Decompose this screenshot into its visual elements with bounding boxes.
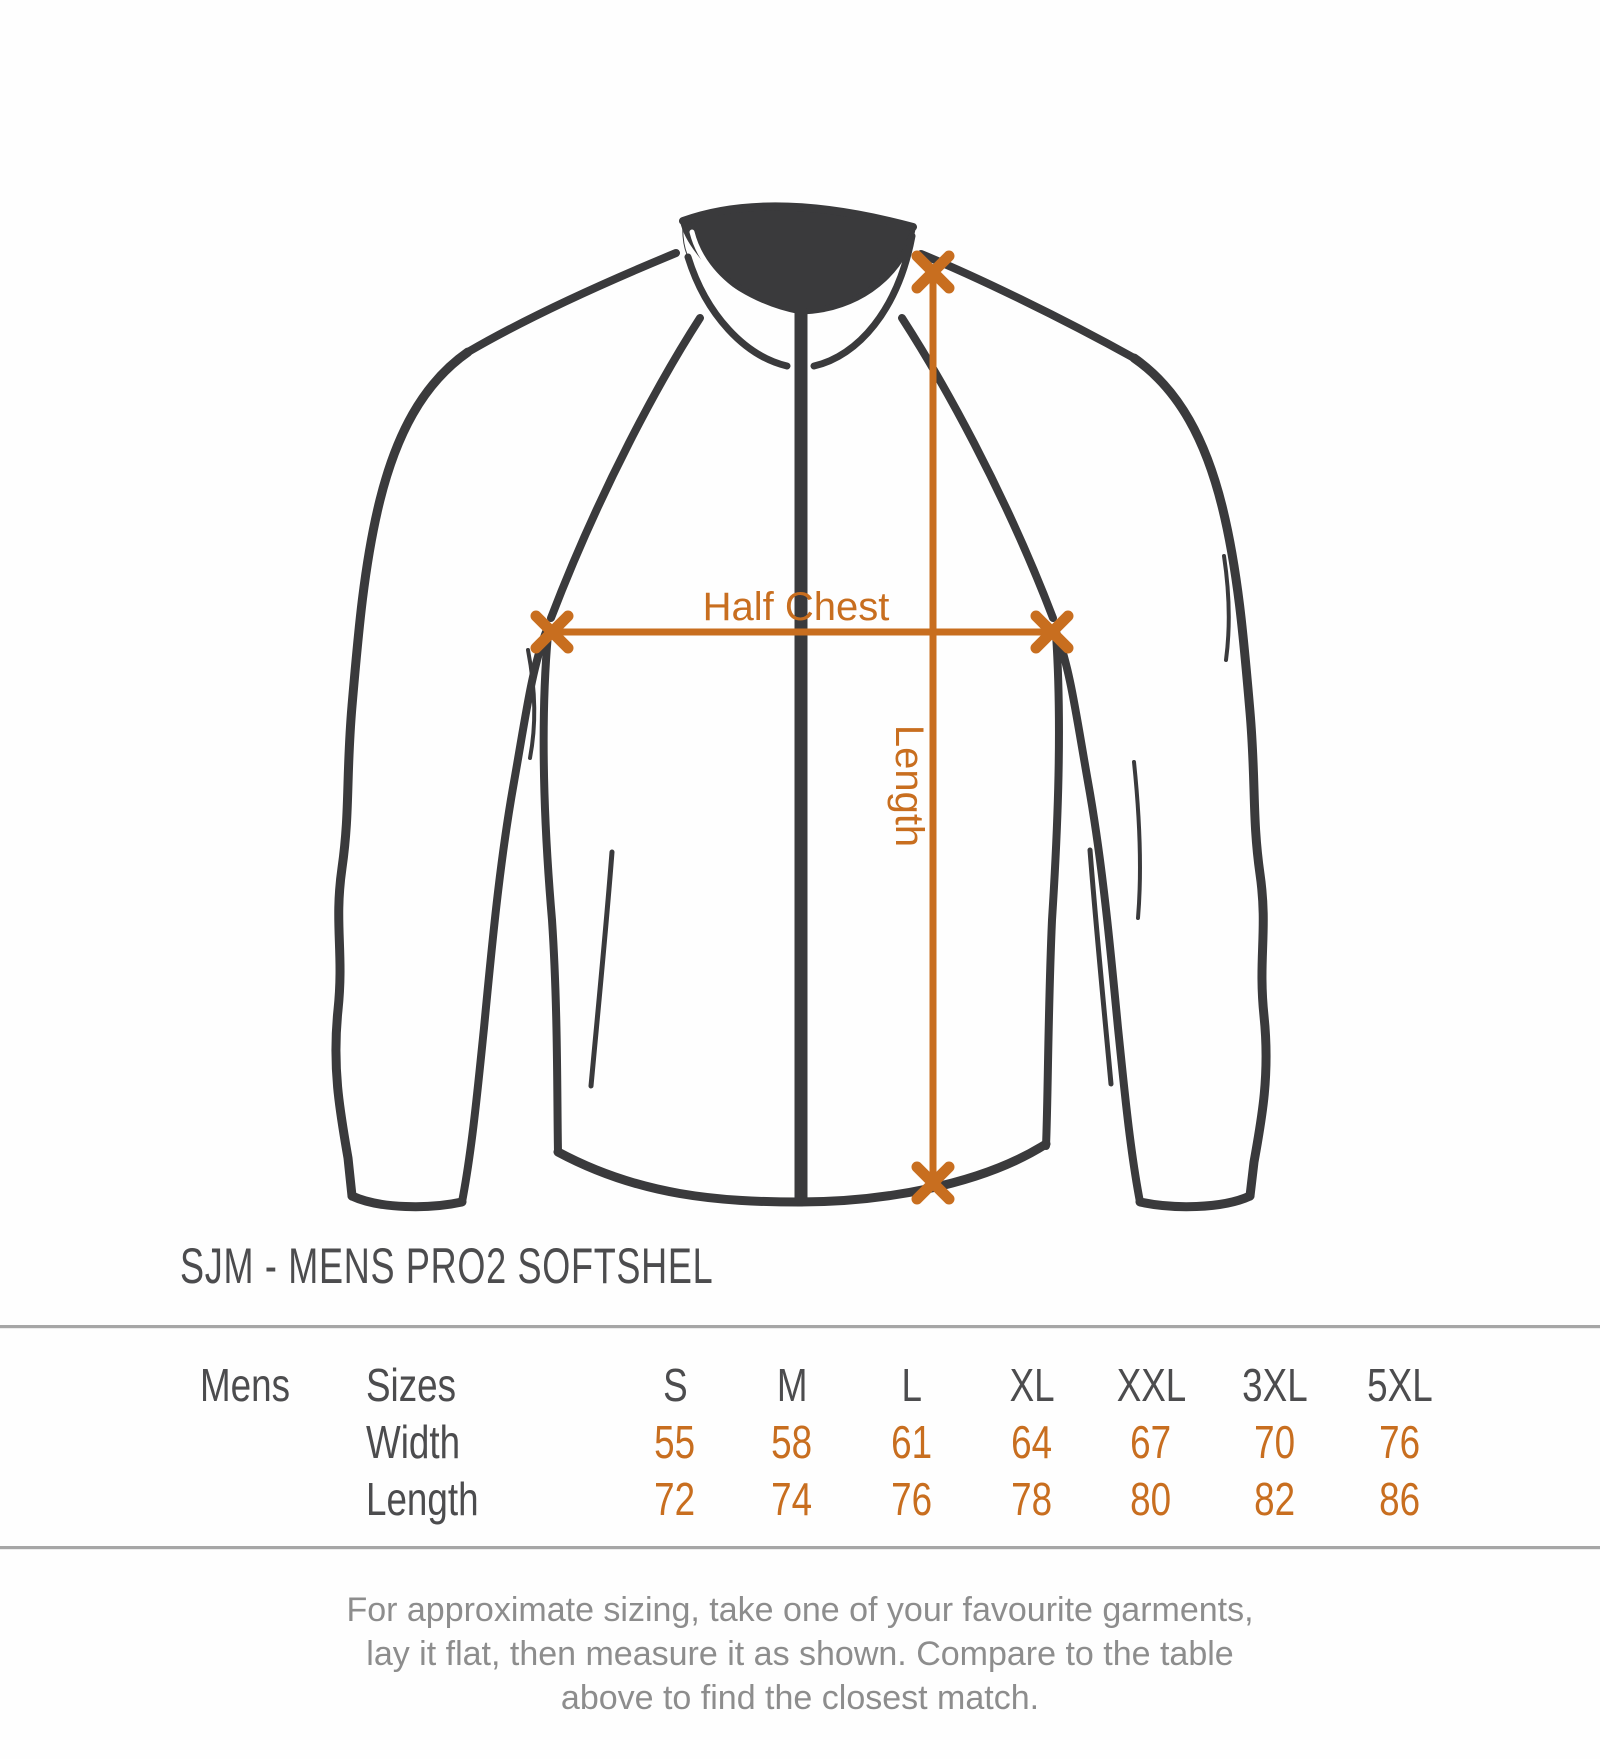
sizing-instructions-line: For approximate sizing, take one of your… bbox=[346, 1591, 1254, 1629]
table-header-sizes: Sizes bbox=[366, 1359, 456, 1411]
length-value: 78 bbox=[1011, 1473, 1053, 1525]
right-pocket-line bbox=[1087, 847, 1114, 1087]
length-label: Length bbox=[887, 725, 931, 847]
width-value: 76 bbox=[1379, 1416, 1421, 1468]
sizing-instructions: For approximate sizing, take one of your… bbox=[0, 1588, 1600, 1720]
width-value: 67 bbox=[1130, 1416, 1172, 1468]
width-row-label: Width bbox=[366, 1416, 461, 1468]
length-value: 86 bbox=[1379, 1473, 1421, 1525]
width-value: 55 bbox=[654, 1416, 696, 1468]
size-col-header: XXL bbox=[1116, 1359, 1186, 1411]
width-value: 61 bbox=[891, 1416, 933, 1468]
length-value: 82 bbox=[1254, 1473, 1296, 1525]
collar-shape bbox=[680, 204, 916, 315]
left-pocket-line bbox=[588, 849, 615, 1089]
size-col-header: 3XL bbox=[1242, 1359, 1308, 1411]
sizing-instructions-line: lay it flat, then measure it as shown. C… bbox=[366, 1635, 1234, 1673]
length-row-label: Length bbox=[366, 1473, 479, 1525]
half-chest-label: Half Chest bbox=[703, 585, 890, 629]
width-value: 70 bbox=[1254, 1416, 1296, 1468]
size-col-header: 5XL bbox=[1367, 1359, 1433, 1411]
width-value: 58 bbox=[771, 1416, 813, 1468]
size-col-header: XL bbox=[1009, 1359, 1055, 1411]
size-col-header: S bbox=[662, 1359, 688, 1411]
length-value: 76 bbox=[891, 1473, 933, 1525]
length-value: 80 bbox=[1130, 1473, 1172, 1525]
product-title: SJM - MENS PRO2 SOFTSHEL bbox=[180, 1238, 714, 1294]
table-group-label: Mens bbox=[200, 1359, 290, 1411]
divider-top bbox=[0, 1325, 1600, 1329]
x-marker bbox=[911, 1161, 955, 1205]
x-marker bbox=[1030, 610, 1074, 654]
divider-bottom bbox=[0, 1546, 1600, 1550]
sizing-instructions-line: above to find the closest match. bbox=[560, 1679, 1040, 1717]
length-value: 74 bbox=[771, 1473, 813, 1525]
size-col-header: L bbox=[901, 1359, 923, 1411]
length-value: 72 bbox=[654, 1473, 696, 1525]
width-value: 64 bbox=[1011, 1416, 1053, 1468]
jacket-line-drawing-icon: Half Chest Length bbox=[331, 202, 1271, 1212]
x-marker bbox=[911, 250, 955, 294]
size-col-header: M bbox=[776, 1359, 808, 1411]
garment-diagram: Half Chest Length bbox=[331, 202, 1271, 1212]
x-marker bbox=[530, 610, 574, 654]
